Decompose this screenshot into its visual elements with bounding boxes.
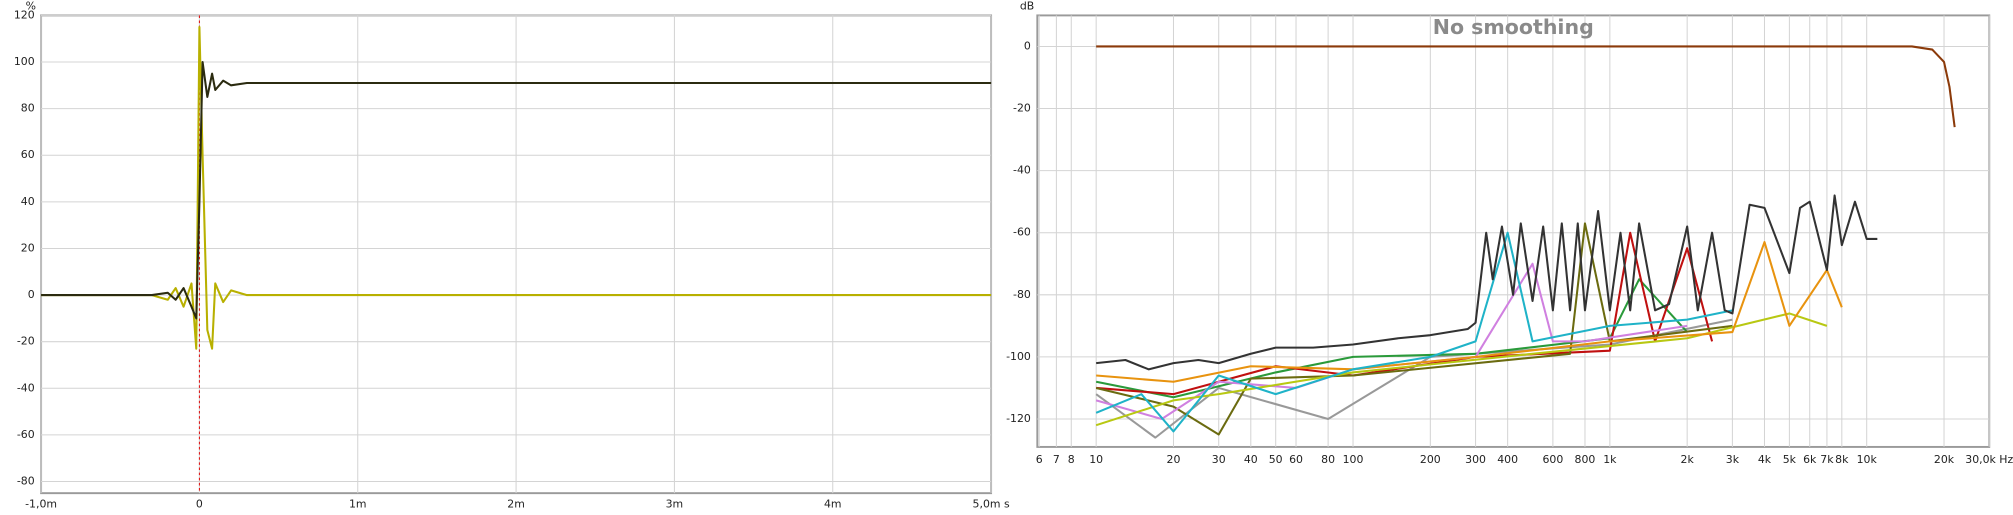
series-line xyxy=(1095,222,1733,436)
y-tick-label: 120 xyxy=(14,8,35,21)
x-tick-label: 0 xyxy=(196,498,203,511)
series-line xyxy=(1096,241,1843,383)
y-tick-label: -100 xyxy=(1006,350,1031,363)
x-tick-label: 30 xyxy=(1212,453,1226,466)
series-line xyxy=(1096,45,1956,128)
x-tick-label: 100 xyxy=(1343,453,1364,466)
y-tick-label: 0 xyxy=(28,288,35,301)
y-tick-label: -20 xyxy=(17,335,35,348)
series-line xyxy=(1095,318,1733,439)
x-tick-label: 7k xyxy=(1820,453,1834,466)
x-tick-label: 60 xyxy=(1289,453,1303,466)
x-tick-label: 40 xyxy=(1244,453,1258,466)
x-tick-label: 5,0m s xyxy=(973,498,1010,511)
y-axis-unit: % xyxy=(26,0,36,12)
chart-title: No smoothing xyxy=(1433,15,1594,39)
x-tick-label: 6 xyxy=(1036,453,1043,466)
x-tick-label: 2k xyxy=(1681,453,1695,466)
x-tick-label: 7 xyxy=(1053,453,1060,466)
series-line xyxy=(1095,278,1688,399)
x-tick-label: 1k xyxy=(1603,453,1617,466)
x-tick-label: 20 xyxy=(1167,453,1181,466)
y-axis-unit: dB xyxy=(1020,0,1034,12)
x-tick-label: 10 xyxy=(1089,453,1103,466)
y-tick-label: -20 xyxy=(1013,102,1031,115)
x-tick-label: 8 xyxy=(1068,453,1075,466)
y-tick-label: -60 xyxy=(1013,226,1031,239)
x-tick-label: 3m xyxy=(666,498,684,511)
x-tick-label: 10k xyxy=(1857,453,1878,466)
x-tick-label: 8k xyxy=(1835,453,1849,466)
y-tick-label: -80 xyxy=(17,475,35,488)
y-tick-label: 60 xyxy=(21,148,35,161)
x-tick-label: 400 xyxy=(1497,453,1518,466)
x-tick-label: 1m xyxy=(349,498,367,511)
x-tick-label: 80 xyxy=(1321,453,1335,466)
x-tick-label: -1,0m xyxy=(25,498,57,511)
x-tick-label: 4k xyxy=(1758,453,1772,466)
y-tick-label: 80 xyxy=(21,102,35,115)
x-tick-label: 200 xyxy=(1420,453,1441,466)
y-tick-label: -80 xyxy=(1013,288,1031,301)
x-tick-label: 2m xyxy=(507,498,525,511)
x-tick-label: 800 xyxy=(1575,453,1596,466)
x-tick-label: 6k xyxy=(1803,453,1817,466)
y-tick-label: 0 xyxy=(1024,39,1031,52)
x-tick-label: 50 xyxy=(1269,453,1283,466)
x-tick-label: 600 xyxy=(1542,453,1563,466)
series-line xyxy=(1095,231,1733,433)
x-tick-label: 30,0k Hz xyxy=(1965,453,2013,466)
y-tick-label: 40 xyxy=(21,195,35,208)
x-tick-label: 20k xyxy=(1934,453,1955,466)
series-line xyxy=(1095,312,1828,427)
y-tick-label: -120 xyxy=(1006,412,1031,425)
x-tick-label: 5k xyxy=(1783,453,1797,466)
x-tick-label: 4m xyxy=(824,498,842,511)
series-line xyxy=(1096,194,1878,371)
y-tick-label: -60 xyxy=(17,428,35,441)
y-tick-label: 20 xyxy=(21,241,35,254)
x-tick-label: 300 xyxy=(1465,453,1486,466)
series-line xyxy=(41,60,992,320)
x-tick-label: 3k xyxy=(1726,453,1740,466)
y-tick-label: 100 xyxy=(14,55,35,68)
y-tick-label: -40 xyxy=(17,381,35,394)
y-tick-label: -40 xyxy=(1013,164,1031,177)
